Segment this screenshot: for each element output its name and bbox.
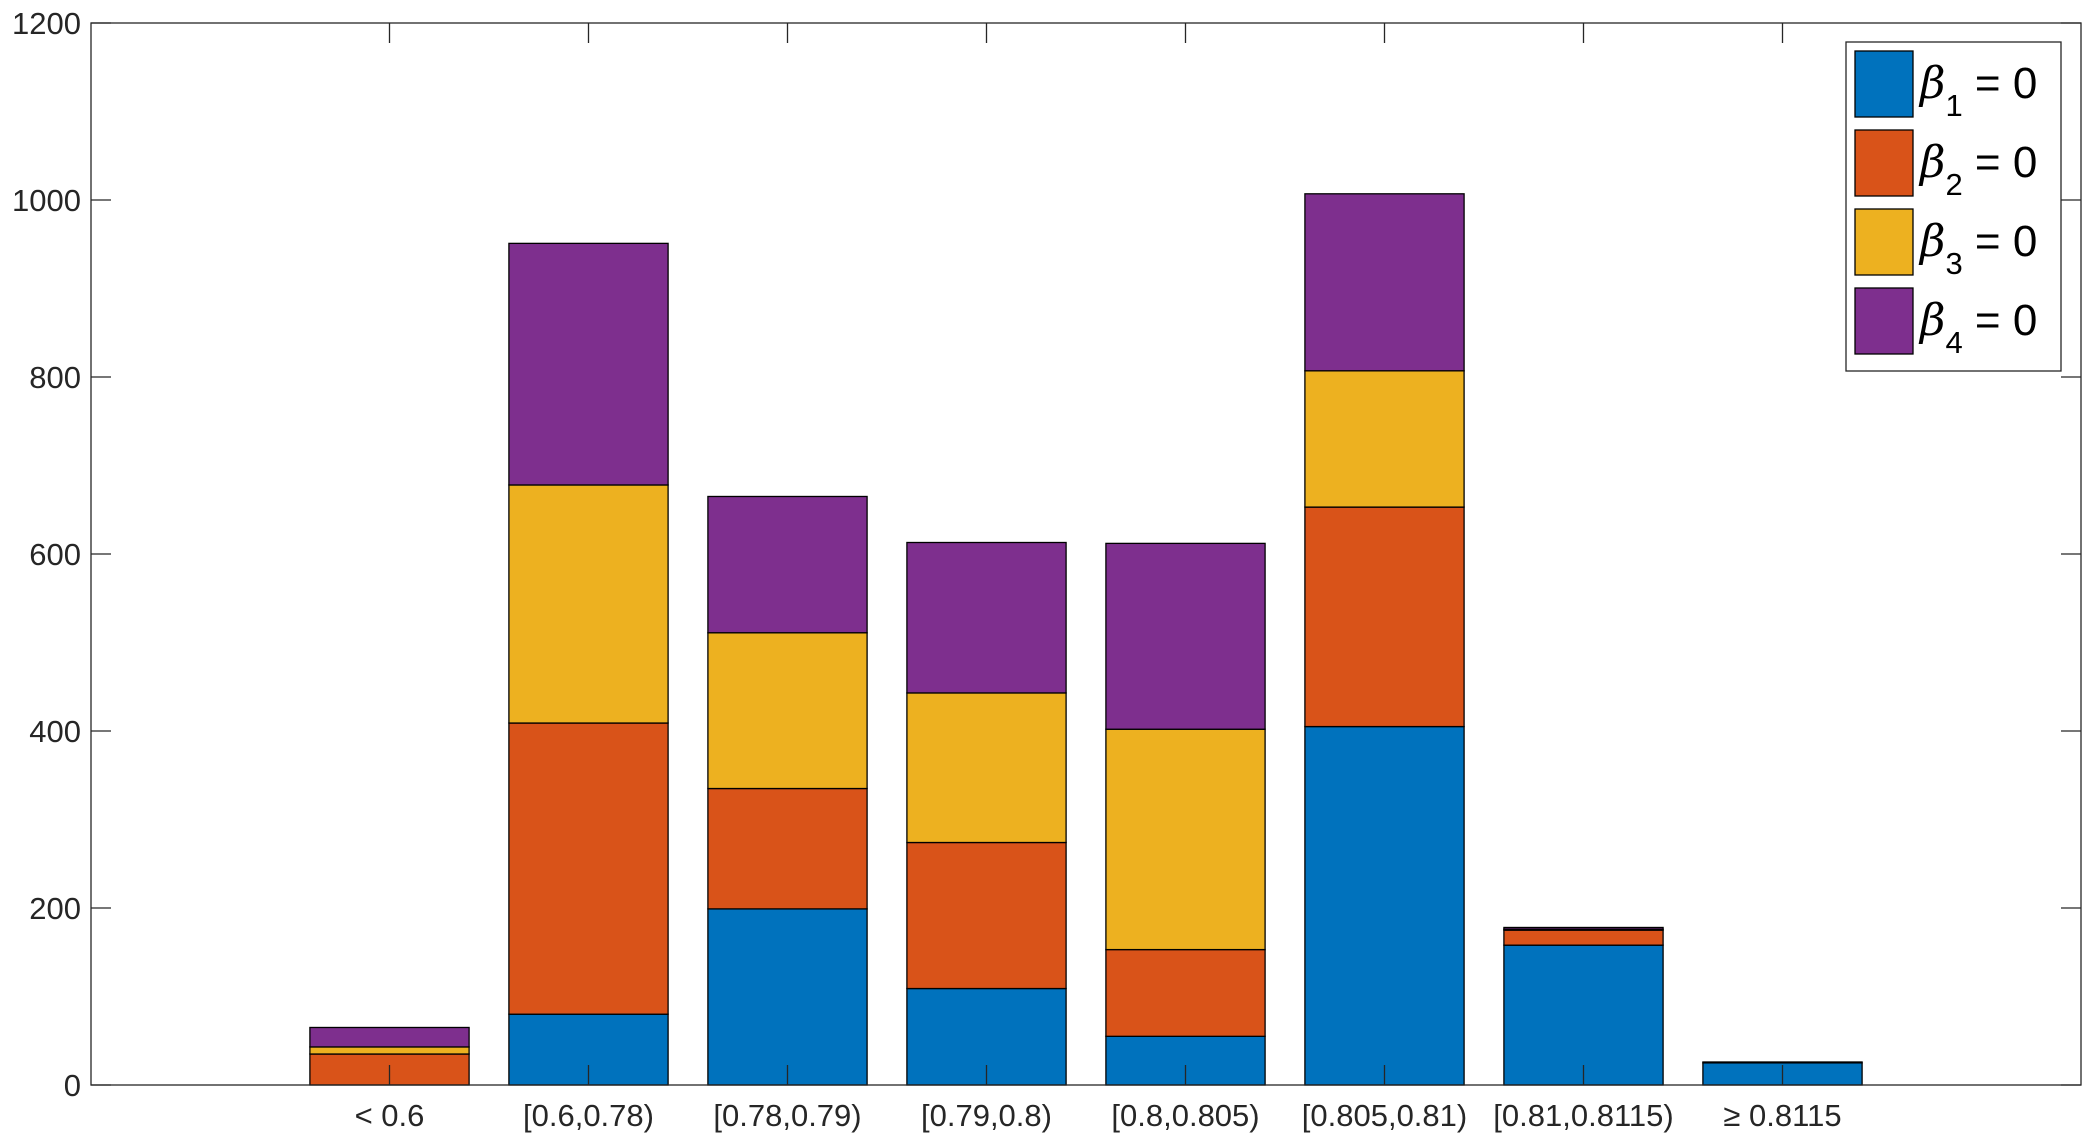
bar-segment-4-cat-1 [309, 1026, 470, 1048]
bar-segment-3-cat-3 [707, 632, 868, 790]
x-tick-label: [0.805,0.81) [1302, 1098, 1467, 1133]
legend-swatch-4 [1854, 287, 1914, 355]
bar-segment-4-cat-3 [707, 495, 868, 634]
x-tick-label: [0.81,0.8115) [1493, 1098, 1673, 1133]
bar-segment-4-cat-7 [1503, 926, 1664, 930]
bar-segment-2-cat-3 [707, 787, 868, 910]
x-tick-label: [0.6,0.78) [523, 1098, 654, 1133]
x-tick-label: ≥ 0.8115 [1723, 1098, 1841, 1133]
legend-swatch-1 [1854, 50, 1914, 118]
bar-segment-4-cat-2 [508, 242, 669, 486]
bar-segment-3-cat-4 [906, 692, 1067, 844]
legend: β1 = 0 β2 = 0 β3 = 0 β4 = 0 [1845, 41, 2062, 372]
legend-label-4: β4 = 0 [1918, 295, 2037, 360]
bar-segment-3-cat-2 [508, 484, 669, 724]
bar-segment-3-cat-1 [309, 1046, 470, 1055]
x-tick-label: [0.78,0.79) [713, 1098, 861, 1133]
bar-segment-3-cat-6 [1304, 370, 1465, 508]
legend-label-2: β2 = 0 [1918, 137, 2037, 202]
bar-segment-2-cat-6 [1304, 506, 1465, 728]
bar-segment-1-cat-6 [1304, 725, 1465, 1086]
bar-segment-1-cat-3 [707, 908, 868, 1086]
y-tick-label: 600 [29, 537, 81, 572]
x-tick-label: [0.79,0.8) [921, 1098, 1052, 1133]
bar-segment-2-cat-2 [508, 722, 669, 1015]
bar-segment-4-cat-8 [1702, 1061, 1863, 1064]
bar-segment-2-cat-5 [1105, 948, 1266, 1037]
x-tick-label: [0.8,0.805) [1111, 1098, 1259, 1133]
y-tick-label: 1200 [12, 6, 81, 41]
x-axis-ticks: < 0.6 [0.6,0.78) [0.78,0.79) [0.79,0.8) [0.8… [355, 23, 1842, 1133]
bars-group [309, 193, 1863, 1086]
bar-segment-4-cat-6 [1304, 193, 1465, 372]
legend-swatch-2 [1854, 129, 1914, 197]
bar-segment-4-cat-5 [1105, 542, 1266, 730]
legend-label-1: β1 = 0 [1918, 58, 2037, 123]
y-tick-label: 1000 [12, 183, 81, 218]
plot-area [91, 23, 2081, 1085]
y-tick-label: 0 [64, 1068, 81, 1103]
legend-label-3: β3 = 0 [1918, 216, 2037, 281]
y-tick-label: 200 [29, 891, 81, 926]
bar-segment-3-cat-5 [1105, 728, 1266, 951]
y-tick-label: 400 [29, 714, 81, 749]
x-tick-label: < 0.6 [355, 1098, 425, 1133]
y-tick-label: 800 [29, 360, 81, 395]
y-axis-ticks: 0 200 400 600 800 1000 1200 [12, 6, 2081, 1103]
bar-segment-2-cat-7 [1503, 929, 1664, 946]
bar-segment-1-cat-7 [1503, 944, 1664, 1086]
bar-segment-4-cat-4 [906, 541, 1067, 694]
bar-segment-2-cat-4 [906, 841, 1067, 990]
legend-swatch-3 [1854, 208, 1914, 276]
